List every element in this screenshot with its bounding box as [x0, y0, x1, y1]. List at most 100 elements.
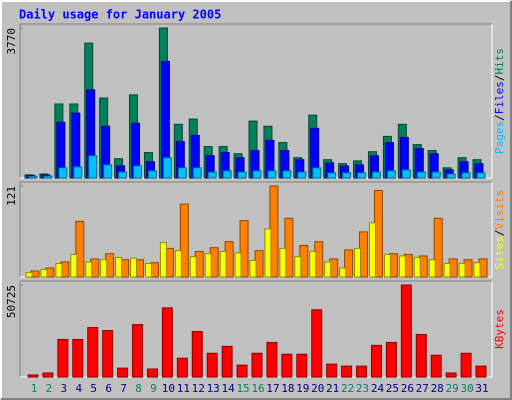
x-tick-label: 13 [207, 382, 220, 395]
x-tick-label: 4 [75, 382, 82, 395]
bar [174, 250, 182, 278]
bar [236, 364, 248, 378]
legend-entry: Pages [493, 121, 506, 154]
legend-entry: Sites [493, 236, 506, 269]
bar [176, 357, 188, 378]
x-tick-label: 18 [281, 382, 294, 395]
bar [416, 171, 426, 179]
y-tick-label: 3770 [5, 28, 18, 55]
x-tick-label: 20 [311, 382, 324, 395]
y-tick-label: 50725 [5, 285, 18, 318]
bar [55, 262, 63, 278]
bar [431, 171, 441, 179]
bar [103, 164, 113, 179]
bar [27, 374, 39, 378]
bar [473, 262, 481, 278]
x-tick-label: 22 [341, 382, 354, 395]
x-tick-label: 15 [236, 382, 249, 395]
x-tick-label: 24 [371, 382, 385, 395]
bar [264, 228, 272, 278]
bar [189, 256, 197, 278]
bar [476, 172, 486, 179]
bar [159, 241, 167, 278]
x-tick-label: 7 [120, 382, 127, 395]
x-tick-label: 25 [386, 382, 399, 395]
x-tick-label: 11 [177, 382, 190, 395]
bar [42, 372, 54, 378]
x-tick-label: 1 [31, 382, 38, 395]
bar [460, 352, 472, 378]
bar [368, 222, 376, 278]
x-tick-label: 12 [192, 382, 205, 395]
bar [102, 330, 114, 378]
bar [445, 372, 457, 378]
x-tick-label: 6 [105, 382, 112, 395]
bar [251, 352, 263, 378]
bar [356, 365, 368, 378]
bar [282, 170, 292, 179]
x-tick-label: 26 [401, 382, 414, 395]
bar [281, 353, 293, 378]
legend-separator: / [493, 114, 506, 121]
x-tick-label: 9 [150, 382, 157, 395]
bar [312, 167, 322, 179]
bar [370, 344, 382, 378]
x-tick-label: 19 [296, 382, 309, 395]
bar [344, 249, 354, 278]
bar [324, 261, 332, 278]
bar [191, 331, 203, 378]
x-tick-label: 17 [266, 382, 279, 395]
bar [72, 338, 84, 378]
legend-entry: Files [493, 81, 506, 114]
legend-entry: KBytes [493, 309, 506, 349]
x-tick-label: 29 [446, 382, 459, 395]
legend-separator: / [493, 230, 506, 237]
bar [430, 354, 442, 378]
x-tick-label: 30 [460, 382, 473, 395]
bar [147, 170, 157, 179]
bar [461, 172, 471, 179]
bar [192, 167, 202, 179]
bar [237, 171, 247, 179]
bar [239, 220, 249, 278]
legend-separator: / [493, 75, 506, 82]
bar [130, 257, 138, 278]
bar [266, 341, 278, 378]
bar [342, 172, 352, 179]
bar [144, 262, 152, 278]
bar [25, 271, 33, 278]
bar [386, 170, 396, 179]
bar [401, 169, 411, 179]
bar [28, 175, 38, 179]
y-tick-label: 121 [5, 186, 18, 206]
bar [219, 250, 227, 278]
bar [221, 345, 233, 378]
bar [206, 352, 218, 378]
panel-shadow [19, 280, 492, 377]
bar [428, 259, 436, 278]
x-tick-label: 27 [416, 382, 429, 395]
panel-shadow [19, 23, 492, 178]
bar [179, 203, 189, 278]
bar [115, 256, 123, 278]
bar [309, 250, 317, 278]
x-tick-label: 10 [162, 382, 175, 395]
bar [294, 256, 302, 278]
x-tick-label: 2 [46, 382, 53, 395]
x-tick-label: 14 [222, 382, 236, 395]
bar [43, 175, 53, 179]
bar [443, 262, 451, 278]
bar [458, 262, 466, 278]
bar [85, 261, 93, 278]
bar [354, 247, 362, 278]
bar [446, 173, 456, 179]
bar [357, 172, 367, 179]
x-tick-label: 31 [475, 382, 488, 395]
bar [207, 171, 217, 179]
bar [327, 172, 337, 179]
bar [413, 256, 421, 278]
bar [70, 253, 78, 278]
bar [475, 365, 487, 378]
